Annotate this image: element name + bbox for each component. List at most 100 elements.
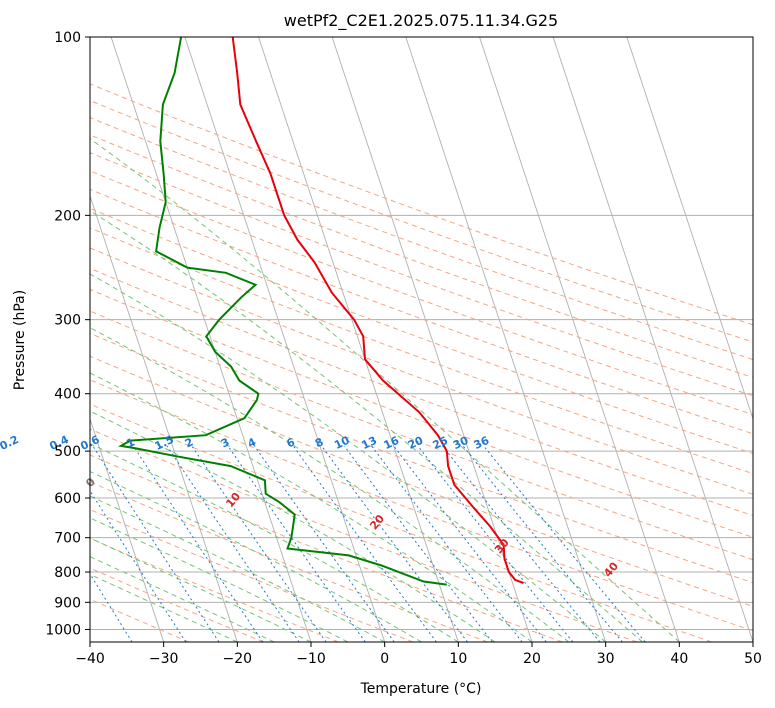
line-labels: -100-90-80-70-60-50-40-30-20-100.10.20.4… (0, 433, 621, 580)
mixing-ratio-label: 4 (246, 435, 259, 450)
moist-adiabat-line (90, 573, 238, 642)
mixing-ratio-line (254, 445, 395, 642)
mixing-ratio-label: 10 (332, 434, 352, 452)
mixing-ratio-line (92, 445, 220, 642)
mixing-ratio-line (343, 445, 493, 642)
moist-adiabat-label: 40 (601, 559, 621, 579)
y-tick-label: 1000 (45, 622, 81, 638)
x-tick-label: −10 (296, 651, 326, 667)
moist-adiabat-line (90, 470, 422, 642)
temperature-profile-line (231, 37, 524, 584)
dry-adiabat-line (90, 481, 488, 642)
dry-adiabat-line (90, 567, 264, 642)
moist-adiabat-label: 20 (367, 512, 387, 532)
isotherm-line (626, 37, 753, 421)
mixing-ratio-line (417, 445, 574, 642)
isotherm-line (90, 194, 238, 642)
dry-adiabat-line (90, 310, 753, 561)
y-tick-label: 800 (54, 565, 81, 581)
dry-adiabat-line (90, 247, 753, 495)
mixing-ratio-line (462, 445, 623, 642)
y-axis-label: Pressure (hPa) (12, 290, 28, 390)
moist-adiabat-label: 30 (492, 536, 512, 556)
y-tick-label: 500 (54, 444, 81, 460)
moist-adiabat-label: 10 (223, 490, 243, 510)
mixing-ratio-label: 2 (183, 435, 195, 450)
y-tick-label: 600 (54, 491, 81, 507)
x-tick-label: 10 (449, 651, 467, 667)
profile-lines (118, 37, 524, 586)
dry-adiabat-line (90, 99, 753, 343)
y-tick-label: 400 (54, 387, 81, 403)
dry-adiabat-line (90, 188, 753, 435)
mixing-ratio-label: 13 (360, 434, 379, 452)
x-tick-label: 40 (670, 651, 688, 667)
dry-adiabat-line (90, 170, 753, 416)
mixing-ratio-line (393, 445, 547, 642)
x-tick-label: −40 (75, 651, 105, 667)
dry-adiabat-line (90, 537, 339, 642)
moist-adiabat-line (90, 210, 643, 642)
mixing-ratio-line (166, 445, 300, 642)
mixing-ratio-label: 16 (382, 434, 402, 452)
dry-adiabat-line (90, 117, 753, 361)
dry-adiabat-line (90, 428, 638, 642)
background-lines (90, 37, 753, 642)
axes: −40 −30 −20 −10 0 10 20 30 40 5010020030040050060… (45, 30, 762, 667)
mixing-ratio-line (292, 445, 437, 642)
mixing-ratio-line (483, 445, 646, 642)
dry-adiabat-line (90, 379, 753, 632)
isotherm-line (479, 37, 680, 642)
mixing-ratio-label: 6 (284, 435, 297, 450)
dry-adiabat-line (90, 267, 753, 517)
isotherm-line (331, 37, 533, 642)
mixing-ratio-line (227, 445, 366, 642)
dry-adiabat-line (90, 403, 712, 642)
y-tick-label: 300 (54, 313, 81, 329)
moist-adiabat-line (90, 495, 385, 642)
y-tick-label: 100 (54, 30, 81, 46)
moist-adiabat-line (90, 372, 533, 642)
mixing-ratio-label: 0.2 (0, 433, 21, 453)
dry-adiabat-line (90, 454, 563, 642)
dry-adiabat-line (90, 227, 753, 475)
x-tick-label: −20 (223, 651, 253, 667)
moist-adiabat-line (90, 443, 459, 642)
mixing-ratio-line (191, 445, 327, 642)
mixing-ratio-label: 25 (431, 434, 450, 452)
moist-adiabat-line (90, 556, 275, 642)
isotherm-line (258, 37, 459, 642)
mixing-ratio-label: 1.5 (153, 433, 176, 453)
dewpoint-profile-line (118, 37, 447, 586)
mixing-ratio-line (442, 445, 601, 642)
dry-adiabat-line (90, 332, 753, 584)
x-axis-label: Temperature (°C) (360, 681, 482, 697)
mixing-ratio-line (132, 445, 264, 642)
isotherm-line (110, 37, 312, 642)
moist-adiabat-line (90, 517, 349, 642)
moist-adiabat-label: 0 (83, 475, 98, 489)
mixing-ratio-line (321, 445, 468, 642)
dry-adiabat-line (90, 83, 753, 326)
x-tick-label: 0 (380, 651, 389, 667)
isotherm-line (184, 37, 386, 642)
mixing-ratio-label: 30 (451, 434, 471, 452)
y-tick-label: 200 (54, 208, 81, 224)
chart-title: wetPf2_C2E1.2025.075.11.34.G25 (284, 11, 558, 31)
moist-adiabat-line (90, 410, 496, 642)
moist-adiabat-line (90, 273, 607, 642)
isotherm-line (90, 417, 165, 642)
isotherm-line (405, 37, 607, 642)
moist-adiabat-line (90, 327, 570, 642)
mixing-ratio-line (371, 445, 523, 642)
dry-adiabat-line (90, 134, 753, 379)
isotherm-line (552, 37, 753, 642)
y-tick-label: 900 (54, 595, 81, 611)
x-tick-label: −30 (149, 651, 179, 667)
y-tick-label: 700 (54, 531, 81, 547)
mixing-ratio-label: 36 (472, 434, 492, 452)
x-tick-label: 20 (523, 651, 541, 667)
x-tick-label: 30 (597, 651, 615, 667)
plot-frame (89, 36, 754, 643)
